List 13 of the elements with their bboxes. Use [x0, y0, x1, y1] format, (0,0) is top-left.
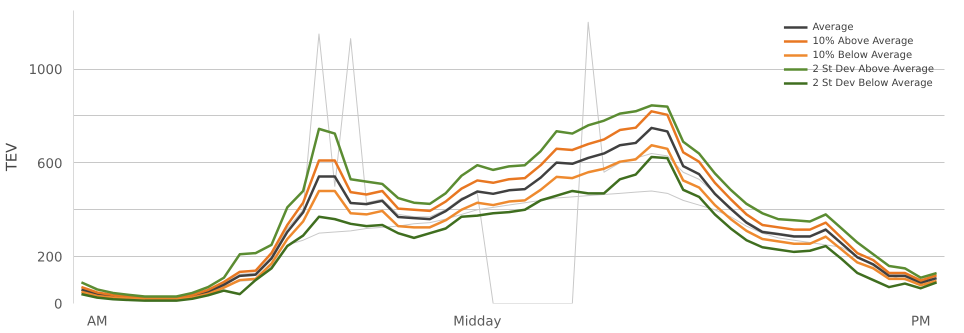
y-tick-label: 1000 — [28, 63, 63, 78]
legend-label: Average — [812, 22, 854, 32]
y-tick-label: 200 — [37, 250, 63, 266]
legend-label: 2 St Dev Above Average — [812, 64, 934, 74]
y-tick-label: 0 — [54, 298, 63, 312]
x-tick-label: PM — [910, 314, 931, 330]
y-axis-title: TEV — [4, 142, 21, 172]
legend-label: 2 St Dev Below Average — [812, 78, 933, 88]
legend-label: 10% Above Average — [812, 36, 914, 46]
y-tick-label: 600 — [37, 156, 63, 172]
x-tick-label: AM — [86, 314, 108, 330]
legend-label: 10% Below Average — [812, 50, 912, 60]
x-tick-label: Midday — [453, 314, 502, 330]
